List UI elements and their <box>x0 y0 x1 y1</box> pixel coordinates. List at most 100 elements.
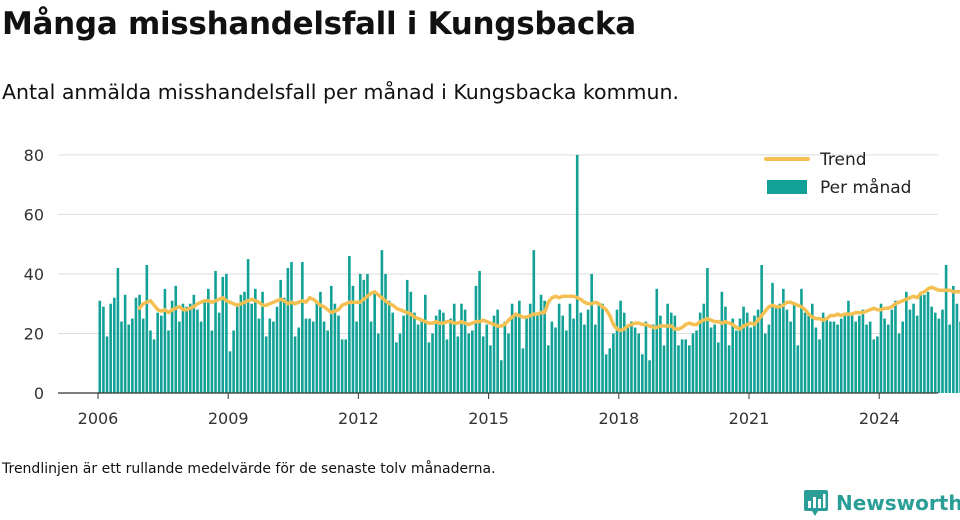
bar <box>821 312 825 393</box>
bar <box>952 285 955 393</box>
bar <box>677 345 680 393</box>
bar <box>919 294 923 393</box>
bar <box>301 262 304 393</box>
bar <box>691 333 695 393</box>
bar <box>651 324 655 393</box>
bar <box>879 303 883 393</box>
bar <box>727 345 731 393</box>
bar <box>876 336 879 393</box>
bar <box>575 154 579 393</box>
x-tick-label: 2012 <box>338 409 379 428</box>
bar <box>297 327 301 393</box>
bar <box>460 303 463 393</box>
x-axis: 2006 2009 2012 2015 2018 2021 2024 <box>58 392 938 428</box>
bar <box>702 303 706 393</box>
bar <box>941 309 944 393</box>
bar <box>163 288 167 393</box>
brand-logo[interactable]: Newsworthy <box>803 488 960 518</box>
bar <box>557 303 561 393</box>
bar <box>232 330 235 393</box>
bar <box>778 303 782 393</box>
bar <box>601 303 604 393</box>
legend[interactable]: Trend Per månad <box>764 150 911 198</box>
bar <box>915 315 919 393</box>
bar <box>796 345 800 393</box>
bar <box>850 312 854 393</box>
bar <box>149 330 152 393</box>
bar <box>810 303 814 393</box>
bar <box>825 318 829 393</box>
bar <box>243 291 246 393</box>
bar <box>203 300 206 393</box>
y-tick-label: 0 <box>34 384 44 403</box>
bar <box>528 303 532 393</box>
bar <box>883 318 886 393</box>
bar <box>532 250 536 393</box>
bar <box>174 285 178 393</box>
bar <box>98 300 102 393</box>
bar <box>264 336 268 393</box>
bar <box>207 288 210 393</box>
bar <box>926 291 930 393</box>
bar <box>619 300 622 393</box>
bar <box>760 265 763 393</box>
bar <box>499 360 503 393</box>
bar <box>358 273 362 393</box>
brand-name: Newsworthy <box>836 491 960 515</box>
bar <box>366 273 369 393</box>
bar <box>145 265 149 393</box>
bar <box>503 321 507 393</box>
bar <box>445 339 449 393</box>
bar <box>782 288 785 393</box>
bar <box>116 267 120 393</box>
bar <box>872 339 876 393</box>
bar <box>550 321 554 393</box>
bar <box>471 330 474 393</box>
bar <box>713 324 716 393</box>
bar <box>886 324 890 393</box>
bar <box>597 303 601 393</box>
bar <box>706 267 709 393</box>
bar <box>648 360 651 393</box>
bar <box>413 312 416 393</box>
bar <box>680 339 684 393</box>
bar <box>449 318 452 393</box>
bar <box>369 321 373 393</box>
bar <box>254 288 257 393</box>
bar <box>398 333 402 393</box>
bar <box>749 327 753 393</box>
bar <box>832 321 836 393</box>
bar <box>709 327 713 393</box>
legend-trend-label: Trend <box>819 150 867 170</box>
bar <box>478 270 481 393</box>
bar <box>583 324 586 393</box>
bar <box>420 318 423 393</box>
bar <box>861 309 865 393</box>
bar <box>669 312 673 393</box>
bar <box>937 318 941 393</box>
bar <box>615 309 619 393</box>
bar <box>608 348 612 393</box>
bar <box>376 333 380 393</box>
bar <box>250 303 254 393</box>
bar <box>539 294 543 393</box>
bar <box>843 312 847 393</box>
bar <box>102 306 105 393</box>
bar <box>659 315 662 393</box>
bar <box>655 288 659 393</box>
bar <box>416 324 420 393</box>
y-tick-label: 20 <box>24 324 44 343</box>
bar <box>807 315 810 393</box>
bar <box>391 312 395 393</box>
bar <box>836 324 839 393</box>
bar <box>319 291 322 393</box>
y-axis-ticks: 0 20 40 60 80 <box>24 146 44 403</box>
bar <box>109 303 112 393</box>
bar <box>839 318 843 393</box>
bar <box>156 312 159 393</box>
bar <box>753 315 756 393</box>
bar <box>293 336 297 393</box>
bar <box>373 291 376 393</box>
bar <box>803 312 807 393</box>
bar <box>847 300 850 393</box>
